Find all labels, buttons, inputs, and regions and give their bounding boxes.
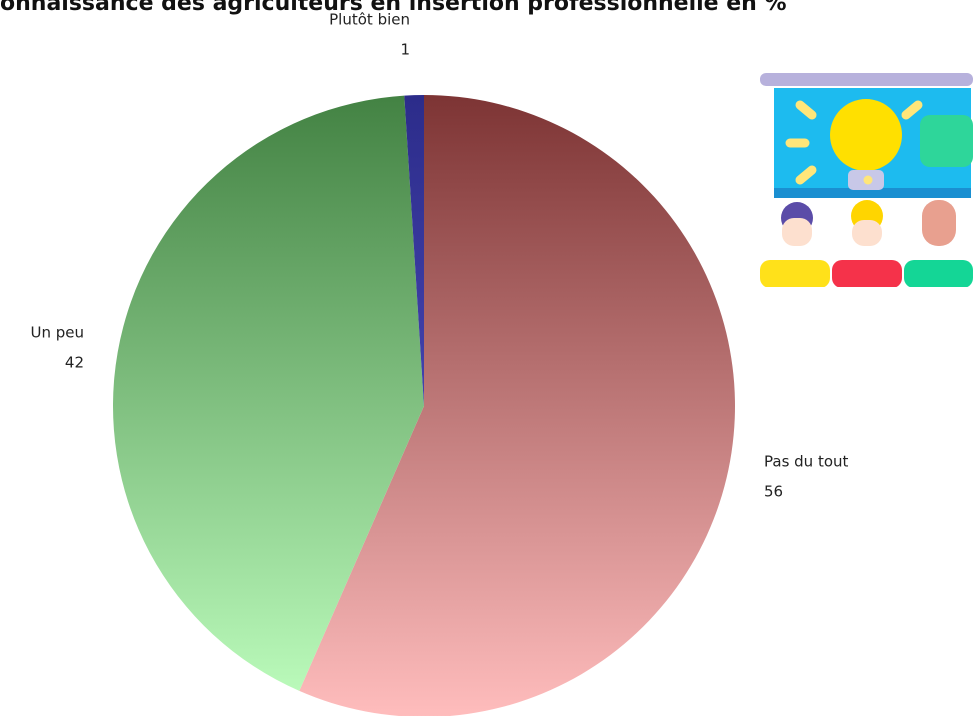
slice-label: Pas du tout: [764, 453, 849, 471]
pie-slice: [113, 95, 424, 691]
slice-value: 42: [65, 354, 84, 372]
slice-label: Un peu: [30, 324, 84, 342]
slice-value: 56: [764, 483, 783, 501]
illustration: [755, 73, 973, 307]
pie-slice: [299, 95, 735, 716]
slice-value: 1: [400, 41, 410, 59]
pie-slice: [404, 95, 424, 406]
chart-title: onnaissance des agriculteurs en insertio…: [0, 0, 787, 16]
slice-label: Plutôt bien: [329, 11, 410, 29]
